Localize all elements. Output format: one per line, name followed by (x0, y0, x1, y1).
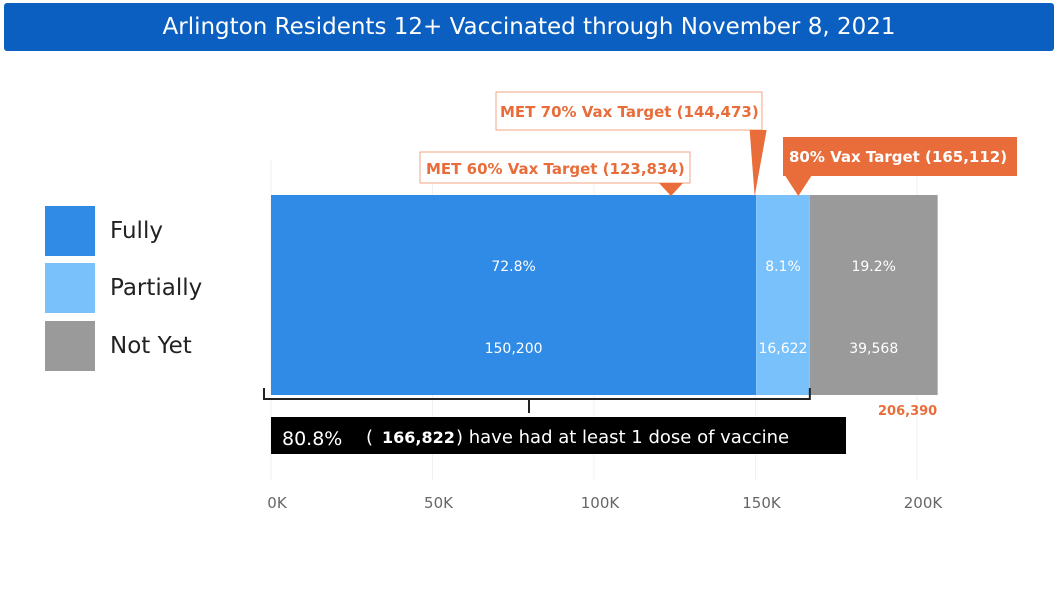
summary-paren: ( (366, 427, 373, 448)
dose-bracket (263, 388, 811, 413)
annotation-60: MET 60% Vax Target (123,834) (426, 160, 685, 178)
legend-label: Not Yet (110, 333, 192, 359)
summary-percent: 80.8% (282, 428, 342, 450)
legend-not-yet: Not Yet (45, 321, 192, 371)
x-tick-label: 100K (581, 494, 621, 512)
legend-label: Fully (110, 218, 163, 244)
percent-label: 19.2% (851, 259, 895, 275)
count-label: 16,622 (758, 341, 807, 357)
annotation-box-80 (783, 137, 1017, 176)
legend-partially: Partially (45, 263, 202, 313)
annotation-pointer-70 (749, 130, 767, 196)
bar-segment-count-not-yet (809, 295, 938, 395)
total-label: 206,390 (878, 404, 937, 419)
count-label: 39,568 (849, 341, 898, 357)
legend-swatch (45, 206, 95, 256)
annotation-pointer-60 (658, 183, 683, 196)
bar-segment-percent-fully (271, 195, 757, 295)
count-label: 150,200 (485, 341, 543, 357)
annotation-box-70 (495, 91, 763, 131)
percent-label: 8.1% (765, 259, 801, 275)
summary-text: ) have had at least 1 dose of vaccine (456, 427, 789, 448)
legend-swatch (45, 263, 95, 313)
legend-label: Partially (110, 275, 203, 301)
legend-swatch (45, 321, 95, 371)
x-tick-label: 0K (267, 494, 288, 512)
annotation-80: 80% Vax Target (165,112) (789, 148, 1007, 166)
bar-segment-percent-not-yet (809, 195, 938, 295)
bar-segment-count-fully (271, 295, 757, 395)
chart-title: Arlington Residents 12+ Vaccinated throu… (4, 3, 1054, 51)
x-tick-label: 200K (904, 494, 944, 512)
x-tick-label: 150K (742, 494, 782, 512)
annotation-box-60 (419, 151, 691, 184)
summary-count: 166,822 (382, 428, 455, 447)
bar-segment-percent-partially (756, 195, 810, 295)
percent-label: 72.8% (491, 259, 535, 275)
x-tick-label: 50K (424, 494, 454, 512)
summary-box (271, 417, 846, 454)
annotation-70: MET 70% Vax Target (144,473) (500, 103, 759, 121)
annotation-pointer-80 (785, 176, 812, 196)
bar-segment-count-partially (756, 295, 810, 395)
legend-fully: Fully (45, 206, 163, 256)
